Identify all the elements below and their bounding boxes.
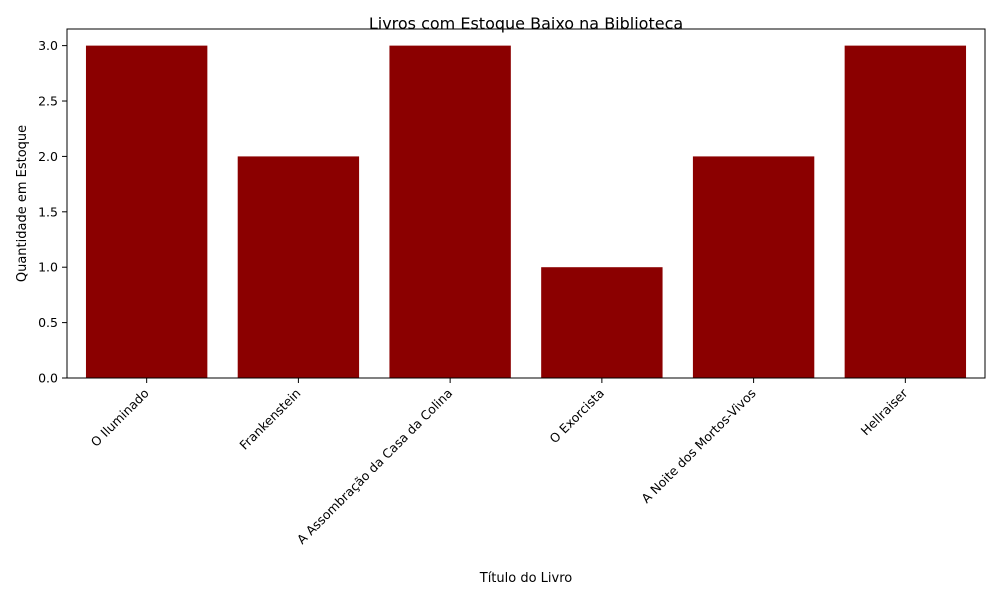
x-tick-label: Hellraiser — [858, 385, 911, 438]
x-tick-label: Frankenstein — [236, 386, 303, 453]
bars-group — [85, 45, 967, 378]
y-tick-label: 2.5 — [38, 94, 58, 109]
x-tick-label: A Assombração da Casa da Colina — [294, 386, 455, 547]
plot-frame — [66, 28, 986, 379]
y-tick-label: 2.0 — [38, 149, 58, 164]
x-tick-label: A Noite dos Mortos-Vivos — [638, 386, 758, 506]
chart-title: Livros com Estoque Baixo na Biblioteca — [369, 14, 683, 33]
bar-1 — [85, 45, 208, 378]
y-tick-label: 3.0 — [38, 38, 58, 53]
bar-2 — [237, 156, 360, 378]
bar-3 — [389, 45, 511, 378]
bar-6 — [844, 45, 967, 378]
x-tick-label: O Iluminado — [88, 386, 152, 450]
y-axis-label: Quantidade em Estoque — [15, 125, 30, 282]
y-tick-label: 1.5 — [38, 204, 58, 219]
x-axis-label: Título do Livro — [479, 571, 573, 586]
y-axis: 0.0 0.5 1.0 1.5 2.0 2.5 3.0 — [38, 38, 67, 386]
x-tick-label: O Exorcista — [546, 386, 607, 447]
y-tick-label: 0.5 — [38, 315, 58, 330]
y-tick-label: 1.0 — [38, 260, 58, 275]
bar-4 — [541, 267, 663, 378]
y-tick-label: 0.0 — [38, 371, 58, 386]
bar-5 — [692, 156, 815, 378]
